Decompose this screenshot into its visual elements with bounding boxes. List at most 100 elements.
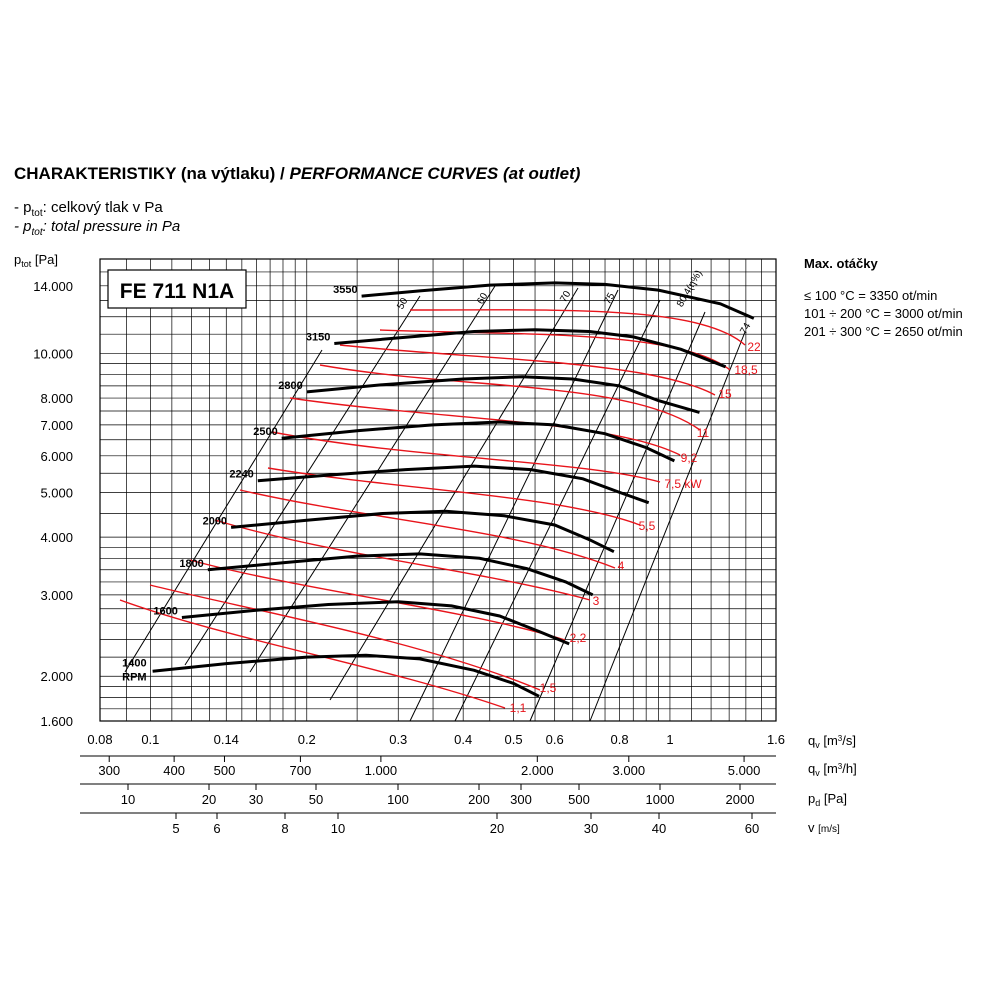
x-tick-label: 500 bbox=[568, 792, 590, 807]
x-tick-label: 50 bbox=[309, 792, 323, 807]
speed-curve bbox=[361, 281, 755, 320]
x-tick-label: 0.1 bbox=[141, 732, 159, 747]
rpm-label: 3150 bbox=[306, 332, 330, 344]
legend-line-cz: - ptot: celkový tlak v Pa bbox=[14, 199, 163, 219]
x-tick-label: 30 bbox=[584, 821, 598, 836]
efficiency-label: 75 bbox=[602, 291, 617, 307]
x-tick-label: 0.4 bbox=[454, 732, 472, 747]
y-axis-label: ptot [Pa] bbox=[14, 252, 58, 269]
power-label: 4 bbox=[618, 559, 625, 573]
x-tick-label: 0.3 bbox=[389, 732, 407, 747]
power-curve bbox=[119, 599, 506, 709]
rpm-label: RPM bbox=[122, 671, 146, 683]
y-tick-label: 8.000 bbox=[40, 391, 73, 406]
y-tick-label: 4.000 bbox=[40, 530, 73, 545]
x-tick-label: 1.6 bbox=[767, 732, 785, 747]
power-label: 11 bbox=[697, 426, 710, 440]
power-label: 15 bbox=[718, 387, 732, 401]
power-curve bbox=[409, 309, 746, 346]
efficiency-line bbox=[529, 311, 706, 722]
power-label: 18,5 bbox=[734, 363, 758, 377]
speed-curve bbox=[181, 600, 570, 646]
x-axis-label: qv [m3/s] bbox=[808, 733, 856, 750]
x-tick-label: 200 bbox=[468, 792, 490, 807]
rpm-label: 2240 bbox=[229, 469, 253, 481]
efficiency-label: 60 bbox=[475, 291, 490, 307]
legend-symbol: p bbox=[23, 218, 32, 235]
efficiency-label: 74 bbox=[738, 321, 753, 337]
title-italic: PERFORMANCE CURVES (at outlet) bbox=[289, 164, 581, 183]
x-tick-label: 1 bbox=[666, 732, 673, 747]
rpm-label: 1400 bbox=[122, 657, 146, 669]
efficiency-label: 80,4(η%) bbox=[675, 268, 705, 309]
x-tick-label: 1000 bbox=[646, 792, 675, 807]
max-speed-box: Max. otáčky ≤ 100 °C = 3350 ot/min 101 ÷… bbox=[804, 255, 963, 341]
x-axis-label: pd [Pa] bbox=[808, 791, 847, 808]
legend-line-en: - ptot: total pressure in Pa bbox=[14, 218, 181, 238]
x-tick-label: 700 bbox=[290, 763, 312, 778]
rpm-label: 3550 bbox=[333, 284, 357, 296]
rpm-label: 1600 bbox=[153, 606, 177, 618]
efficiency-line bbox=[329, 287, 579, 701]
efficiency-line bbox=[589, 331, 746, 722]
x-tick-label: 3.000 bbox=[613, 763, 646, 778]
x-tick-label: 60 bbox=[745, 821, 759, 836]
efficiency-lines bbox=[124, 285, 746, 722]
power-curve bbox=[271, 431, 661, 483]
power-label: 7,5 kW bbox=[664, 477, 702, 491]
speed-curve bbox=[334, 328, 727, 369]
legend-symbol: p bbox=[23, 199, 32, 216]
x-tick-label: 40 bbox=[652, 821, 666, 836]
max-speed-line: ≤ 100 °C = 3350 ot/min bbox=[804, 288, 938, 303]
x-tick-label: 2000 bbox=[726, 792, 755, 807]
power-label: 3 bbox=[593, 594, 600, 608]
speed-curve bbox=[152, 653, 540, 698]
speed-curve bbox=[230, 509, 615, 554]
power-curve bbox=[319, 364, 701, 431]
power-curve bbox=[149, 584, 541, 691]
rpm-label: 1800 bbox=[179, 558, 203, 570]
x-tick-label: 20 bbox=[202, 792, 216, 807]
rpm-label: 2000 bbox=[203, 515, 227, 527]
model-title: FE 711 N1A bbox=[120, 280, 234, 303]
x-tick-label: 2.000 bbox=[521, 763, 554, 778]
power-curves bbox=[119, 309, 746, 709]
efficiency-line bbox=[409, 289, 619, 722]
model-badge bbox=[107, 269, 247, 309]
max-speed-line: 101 ÷ 200 °C = 3000 ot/min bbox=[804, 306, 963, 321]
x-tick-label: 0.8 bbox=[611, 732, 629, 747]
x-tick-label: 5.000 bbox=[728, 763, 761, 778]
x-tick-label: 400 bbox=[163, 763, 185, 778]
legend-cz: celkový tlak v Pa bbox=[50, 199, 163, 216]
x-tick-label: 300 bbox=[98, 763, 120, 778]
x-tick-label: 0.5 bbox=[504, 732, 522, 747]
x-tick-label: 10 bbox=[121, 792, 135, 807]
x-tick-label: 100 bbox=[387, 792, 409, 807]
power-label: 1,1 bbox=[510, 701, 527, 715]
max-speed-heading: Max. otáčky bbox=[804, 256, 878, 271]
y-tick-label: 6.000 bbox=[40, 449, 73, 464]
x-axis-label: qv [m3/h] bbox=[808, 761, 857, 778]
y-tick-label: 10.000 bbox=[33, 346, 73, 361]
power-curve bbox=[239, 489, 616, 569]
x-tick-label: 0.6 bbox=[546, 732, 564, 747]
y-tick-label: 7.000 bbox=[40, 418, 73, 433]
power-label: 22 bbox=[747, 340, 761, 354]
y-tick-label: 3.000 bbox=[40, 588, 73, 603]
x-tick-label: 10 bbox=[331, 821, 345, 836]
speed-curve bbox=[207, 552, 594, 597]
speed-curve bbox=[306, 375, 700, 414]
x-axis-label: v [m/s] bbox=[808, 820, 840, 835]
max-speed-line: 201 ÷ 300 °C = 2650 ot/min bbox=[804, 324, 963, 339]
power-label: 2,2 bbox=[570, 631, 587, 645]
title-bold: CHARAKTERISTIKY (na výtlaku) / bbox=[14, 164, 285, 183]
power-label: 1,5 bbox=[540, 681, 557, 695]
plot-frame bbox=[99, 258, 777, 722]
x-tick-label: 1.000 bbox=[365, 763, 398, 778]
x-tick-label: 5 bbox=[172, 821, 179, 836]
efficiency-label: 70 bbox=[558, 289, 573, 305]
power-label: 9,2 bbox=[681, 451, 698, 465]
efficiency-line bbox=[184, 295, 421, 666]
legend-sub: tot bbox=[31, 208, 43, 219]
